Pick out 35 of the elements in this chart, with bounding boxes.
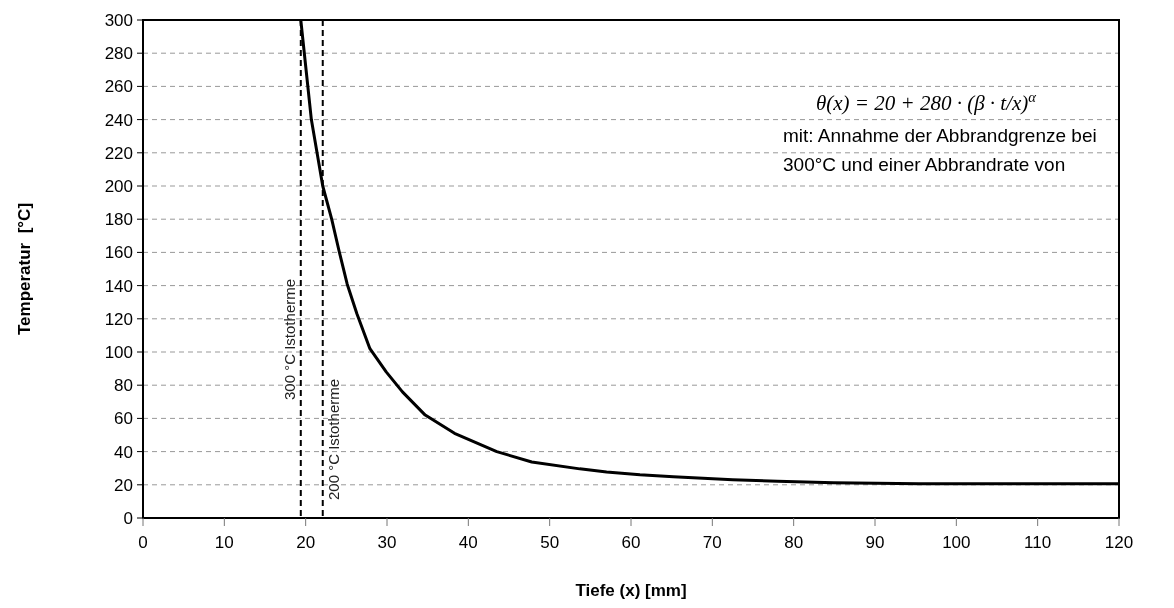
y-tick-label: 300 [104,10,133,30]
y-tick-label: 180 [104,210,133,230]
ref-line-label: 200 °C Istotherme [324,378,342,500]
x-tick-label: 30 [377,533,397,552]
y-tick-label: 280 [104,44,133,64]
y-tick-label: 220 [104,143,133,163]
y-tick-label: 80 [114,376,133,396]
x-tick-label: 60 [621,533,641,552]
y-tick-label: 260 [104,77,133,97]
x-tick-label: 110 [1024,533,1052,552]
y-tick-label: 100 [104,342,133,362]
x-tick-label: 80 [784,533,804,552]
x-tick-label: 50 [540,533,560,552]
y-tick-label: 200 [104,176,133,196]
x-axis-title: Tiefe (x) [mm] [575,581,687,600]
x-tick-label: 40 [458,533,478,552]
x-tick-label: 120 [1104,533,1134,552]
x-tick-label: 10 [214,533,234,552]
y-tick-label: 40 [114,442,133,462]
annotation: θ(x) = 20 + 280 · (β · t/x)$^{α}$ [815,89,1037,115]
y-tick-label: 20 [114,475,133,495]
y-tick-label: 0 [123,508,133,528]
annotation: mit: Annahme der Abbrandgrenze bei 300°C und einer Abbrandrate von [783,125,1097,175]
x-tick-label: 100 [942,533,971,552]
x-tick-label: 0 [138,533,148,552]
x-tick-label: 70 [702,533,722,552]
y-tick-label: 160 [104,243,133,263]
y-axis-title: Temperatur [°C] [15,202,34,336]
y-tick-label: 60 [114,409,133,429]
y-tick-label: 120 [104,309,133,329]
x-tick-label: 20 [296,533,316,552]
ref-line-label: 300 °C Istotherme [280,278,298,400]
y-tick-label: 240 [104,110,133,130]
y-tick-label: 140 [104,276,133,296]
x-tick-label: 90 [865,533,885,552]
